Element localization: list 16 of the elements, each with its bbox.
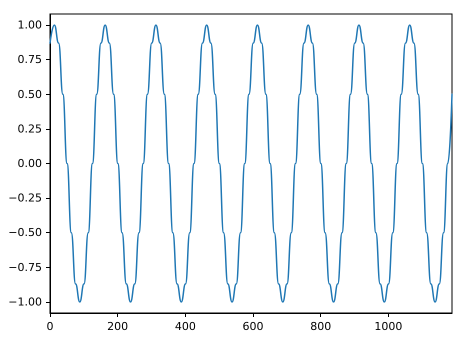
- x-tick-label: 0: [46, 320, 54, 333]
- line-series: [49, 24, 453, 303]
- x-tick-label: 200: [107, 320, 128, 333]
- y-tick-label: −0.25: [8, 192, 42, 205]
- y-tick-label: 0.75: [18, 53, 42, 66]
- y-tick-label: 0.25: [18, 122, 42, 136]
- y-tick-label: −1.00: [8, 295, 42, 308]
- y-tick-label: 1.00: [18, 18, 42, 32]
- x-tick-label: 1000: [374, 320, 402, 333]
- x-tick-label: 600: [242, 320, 264, 333]
- y-tick-label: −0.75: [8, 260, 42, 274]
- y-tick-label: −0.50: [8, 226, 42, 240]
- x-tick-label: 400: [174, 320, 196, 333]
- y-tick-label: 0.50: [18, 88, 42, 101]
- y-tick-label: 0.00: [18, 157, 42, 170]
- x-tick-label: 800: [310, 320, 332, 333]
